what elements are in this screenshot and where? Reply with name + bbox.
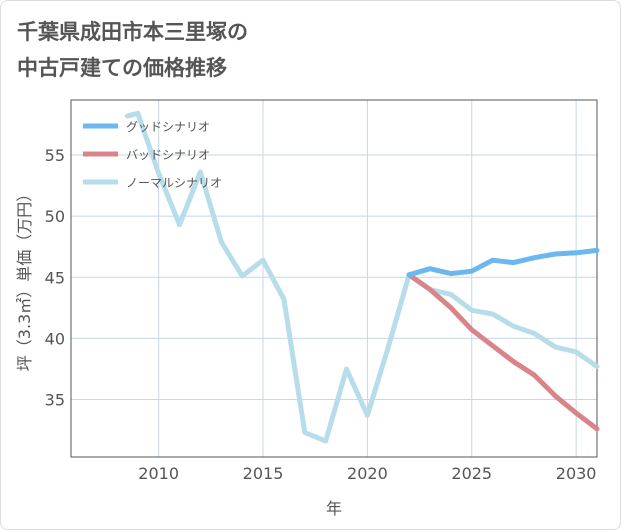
y-tick-label-45: 45 bbox=[45, 268, 65, 287]
plot-border bbox=[70, 99, 598, 458]
y-tick-label-50: 50 bbox=[45, 207, 65, 226]
chart-title-line-2: 中古戸建ての価格推移 bbox=[17, 56, 227, 80]
y-tick-label-40: 40 bbox=[45, 329, 65, 348]
legend-label-0: グッドシナリオ bbox=[126, 120, 210, 134]
x-tick-label-2025: 2025 bbox=[451, 464, 492, 483]
legend-label-2: ノーマルシナリオ bbox=[126, 176, 222, 190]
series-line-2 bbox=[124, 110, 600, 444]
x-tick-label-2020: 2020 bbox=[347, 464, 388, 483]
series-line-0 bbox=[406, 247, 600, 278]
series-layer bbox=[124, 110, 600, 444]
x-tick-label-2030: 2030 bbox=[556, 464, 597, 483]
y-tick-label-35: 35 bbox=[45, 391, 65, 410]
x-tick-label-2015: 2015 bbox=[243, 464, 284, 483]
y-axis-label: 坪（3.3㎡）単価（万円） bbox=[15, 186, 34, 371]
series-line-1 bbox=[406, 272, 600, 432]
x-tick-label-2010: 2010 bbox=[138, 464, 179, 483]
chart-title: 千葉県成田市本三里塚の 中古戸建ての価格推移 bbox=[17, 14, 248, 86]
chart-title-line-1: 千葉県成田市本三里塚の bbox=[17, 20, 248, 44]
grid-lines bbox=[71, 100, 597, 457]
legend-label-1: バッドシナリオ bbox=[126, 148, 210, 162]
y-tick-label-55: 55 bbox=[45, 146, 65, 165]
x-axis-label: 年 bbox=[326, 499, 342, 518]
tick-labels: 2010 2015 2020 2025 2030 35 40 45 50 55 bbox=[45, 146, 597, 483]
